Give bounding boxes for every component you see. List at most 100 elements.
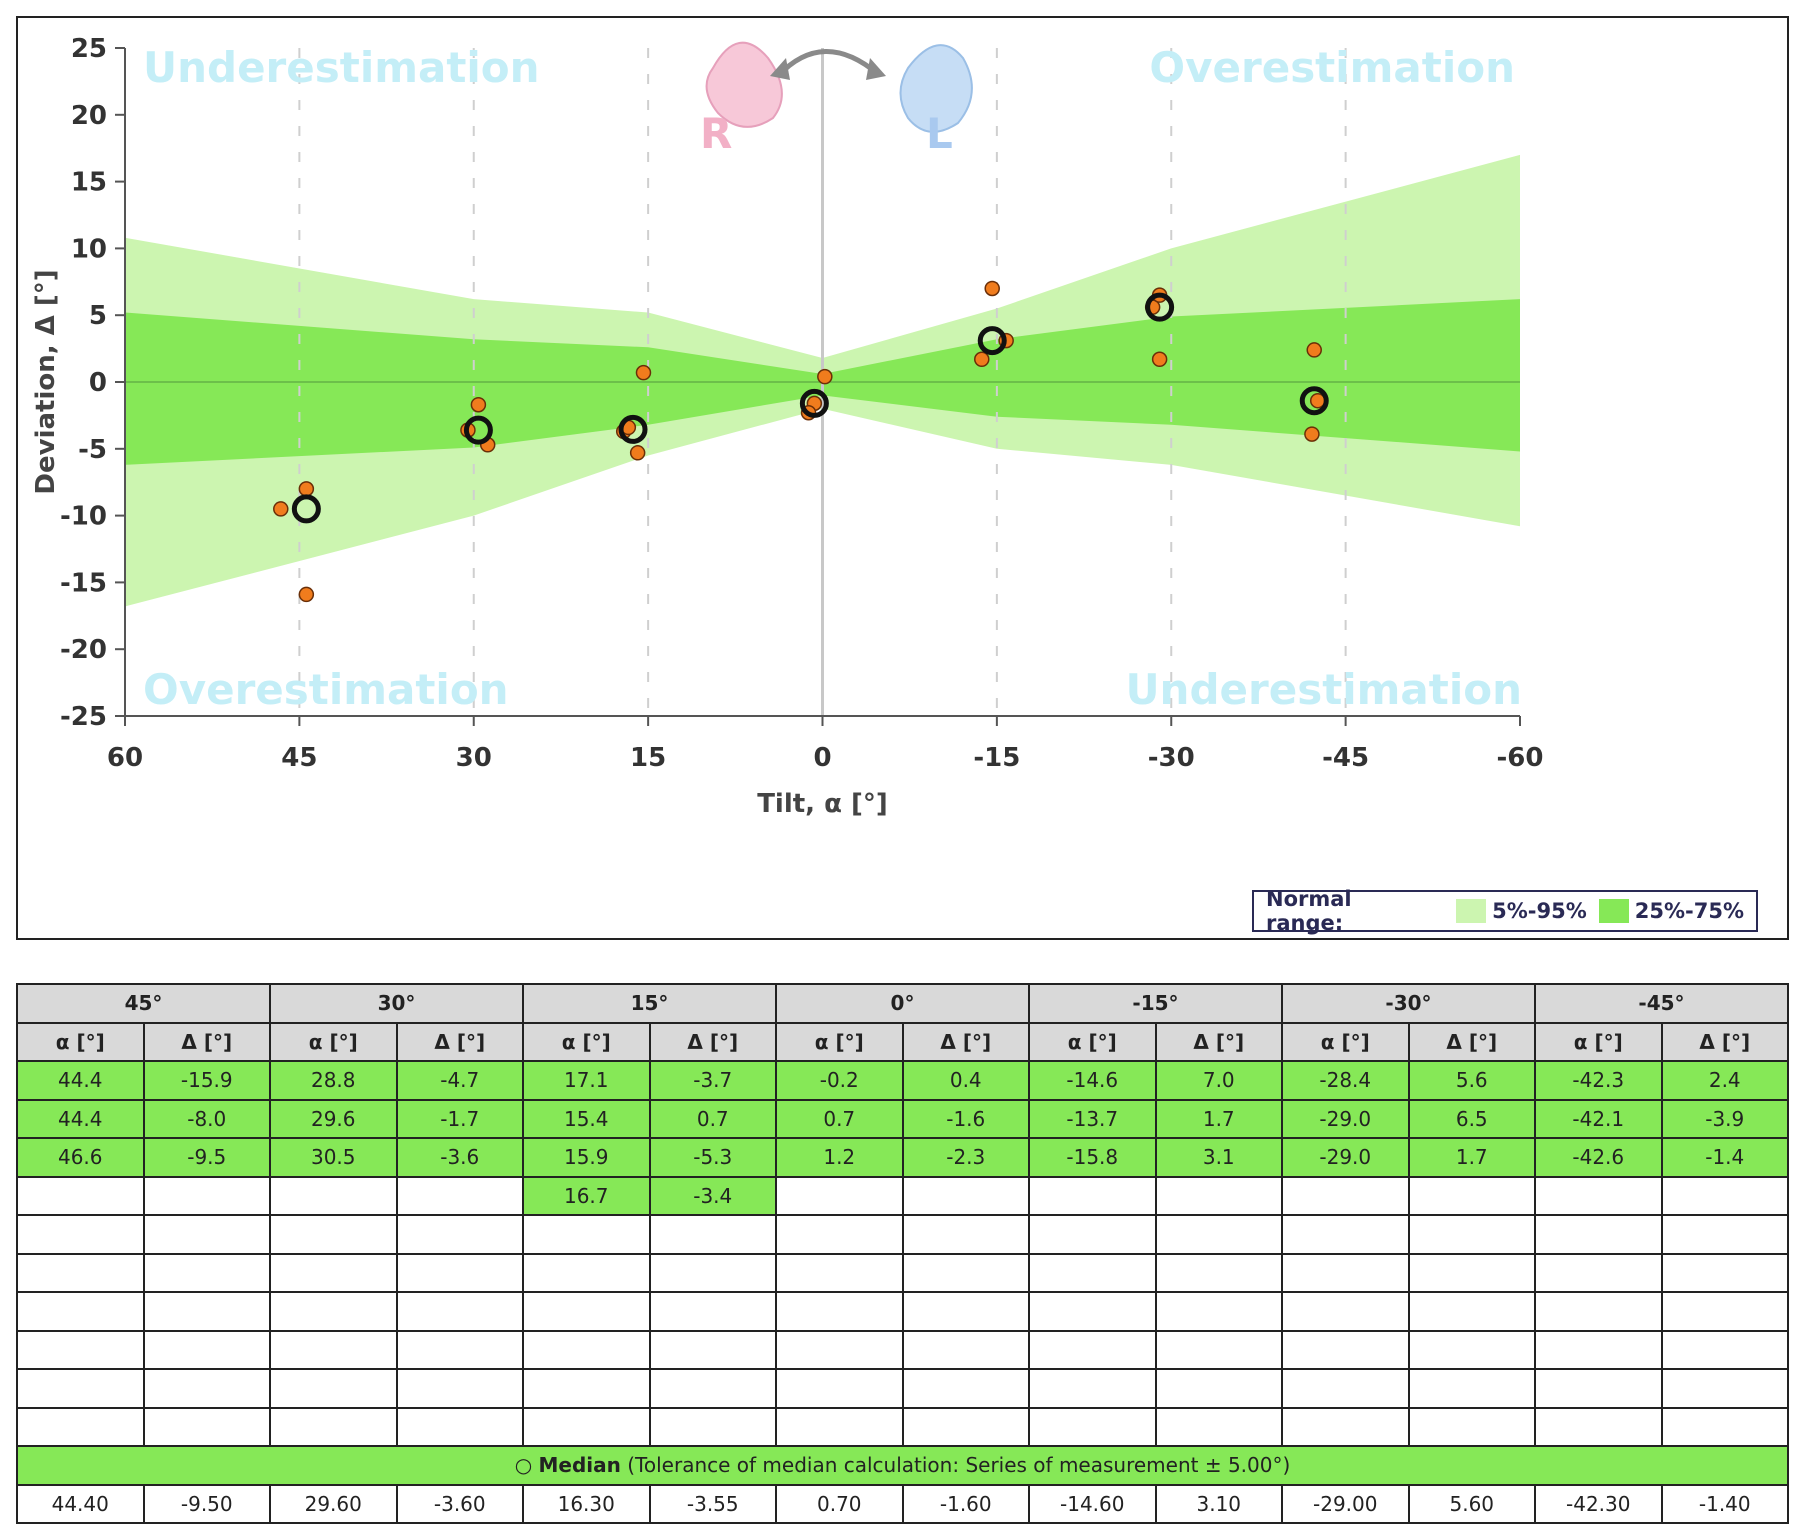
table-cell <box>1154 1329 1283 1370</box>
group-header: 45° <box>16 983 271 1024</box>
median-value-cell: 3.10 <box>1154 1483 1283 1524</box>
measurement-table: 45° 30° 15° 0° -15° -30° -45° α [°] Δ [°] α [°] Δ … <box>16 983 1789 1524</box>
median-caption-row: ○ Median (Tolerance of median calculatio… <box>16 1445 1789 1486</box>
table-cell <box>901 1368 1030 1409</box>
table-cell: -29.0 <box>1281 1137 1410 1178</box>
table-cell <box>1407 1252 1536 1293</box>
y-tick-label: 15 <box>71 168 107 198</box>
sub-header: α [°] <box>1028 1021 1157 1062</box>
table-cell <box>1154 1406 1283 1447</box>
median-value-cell: -3.55 <box>648 1483 777 1524</box>
table-cell <box>269 1368 398 1409</box>
table-cell <box>522 1252 651 1293</box>
table-cell: 1.7 <box>1407 1137 1536 1178</box>
table-cell: -1.6 <box>901 1098 1030 1139</box>
table-row <box>16 1368 1789 1409</box>
table-cell <box>1407 1175 1536 1216</box>
table-cell: -28.4 <box>1281 1060 1410 1101</box>
median-marker <box>799 388 829 418</box>
table-cell <box>269 1214 398 1255</box>
measurement-point <box>298 586 315 603</box>
median-value-cell: -1.60 <box>901 1483 1030 1524</box>
measurement-point <box>635 364 652 381</box>
legend-swatch-outer <box>1456 899 1487 923</box>
table-cell <box>142 1406 271 1447</box>
table-cell <box>16 1291 145 1332</box>
table-cell <box>395 1214 524 1255</box>
measurement-table-wrap: 45° 30° 15° 0° -15° -30° -45° α [°] Δ [°] α [°] Δ … <box>16 983 1789 1524</box>
median-marker <box>977 326 1007 356</box>
x-tick-label: -60 <box>1497 743 1544 773</box>
median-value-cell: 5.60 <box>1407 1483 1536 1524</box>
table-cell <box>142 1291 271 1332</box>
table-cell: 1.7 <box>1154 1098 1283 1139</box>
median-value-cell: 29.60 <box>269 1483 398 1524</box>
table-cell <box>648 1252 777 1293</box>
median-marker <box>1299 386 1329 416</box>
sub-header: α [°] <box>269 1021 398 1062</box>
table-cell <box>522 1329 651 1370</box>
table-cell <box>1534 1329 1663 1370</box>
table-cell <box>1028 1406 1157 1447</box>
table-cell <box>142 1329 271 1370</box>
sub-header: Δ [°] <box>395 1021 524 1062</box>
table-cell: 17.1 <box>522 1060 651 1101</box>
table-cell: -3.4 <box>648 1175 777 1216</box>
table-cell <box>16 1406 145 1447</box>
head-label-l: L <box>926 109 953 158</box>
table-cell: -42.6 <box>1534 1137 1663 1178</box>
table-cell: 2.4 <box>1660 1060 1789 1101</box>
measurement-point <box>629 445 646 461</box>
table-cell <box>522 1406 651 1447</box>
table-cell <box>1154 1252 1283 1293</box>
y-tick-label: -25 <box>60 702 107 732</box>
table-cell: 0.4 <box>901 1060 1030 1101</box>
group-header: 0° <box>775 983 1030 1024</box>
table-cell <box>1407 1406 1536 1447</box>
x-tick-label: 60 <box>107 743 143 773</box>
table-cell <box>395 1291 524 1332</box>
table-cell <box>16 1214 145 1255</box>
x-tick-label: 30 <box>456 743 492 773</box>
median-value-cell: -3.60 <box>395 1483 524 1524</box>
table-cell: -1.4 <box>1660 1137 1789 1178</box>
table-cell: -3.7 <box>648 1060 777 1101</box>
table-cell <box>775 1252 904 1293</box>
median-marker <box>1145 292 1175 322</box>
table-cell <box>1281 1406 1410 1447</box>
zone-label-top-right: Overestimation <box>1149 43 1515 92</box>
measurement-point <box>1306 342 1322 358</box>
median-value-cell: 0.70 <box>775 1483 904 1524</box>
table-cell <box>648 1291 777 1332</box>
table-cell <box>648 1214 777 1255</box>
x-tick-label: -15 <box>973 743 1020 773</box>
median-value-cell: -42.30 <box>1534 1483 1663 1524</box>
table-cell <box>901 1214 1030 1255</box>
y-tick-label: 20 <box>71 101 107 131</box>
table-cell <box>1154 1214 1283 1255</box>
table-row: 44.4 -15.9 28.8 -4.7 17.1 -3.7 -0.2 0.4 -14.6 7.0… <box>16 1060 1789 1101</box>
table-cell <box>1660 1291 1789 1332</box>
table-cell <box>16 1368 145 1409</box>
group-header: 15° <box>522 983 777 1024</box>
table-cell: 1.2 <box>775 1137 904 1178</box>
table-cell <box>16 1175 145 1216</box>
table-cell: -42.1 <box>1534 1098 1663 1139</box>
table-cell <box>1534 1368 1663 1409</box>
table-cell <box>1154 1291 1283 1332</box>
measurement-point <box>298 481 315 497</box>
legend-title: Normal range: <box>1266 887 1352 935</box>
measurement-point <box>273 501 289 517</box>
sub-header: α [°] <box>1534 1021 1663 1062</box>
table-cell <box>1281 1329 1410 1370</box>
table-row: 16.7 -3.4 <box>16 1175 1789 1216</box>
table-cell <box>522 1368 651 1409</box>
table-cell <box>901 1329 1030 1370</box>
table-cell <box>269 1406 398 1447</box>
table-cell: 3.1 <box>1154 1137 1283 1178</box>
table-cell <box>1028 1252 1157 1293</box>
measurement-point <box>1304 426 1320 442</box>
sub-header: Δ [°] <box>142 1021 271 1062</box>
table-cell: 29.6 <box>269 1098 398 1139</box>
